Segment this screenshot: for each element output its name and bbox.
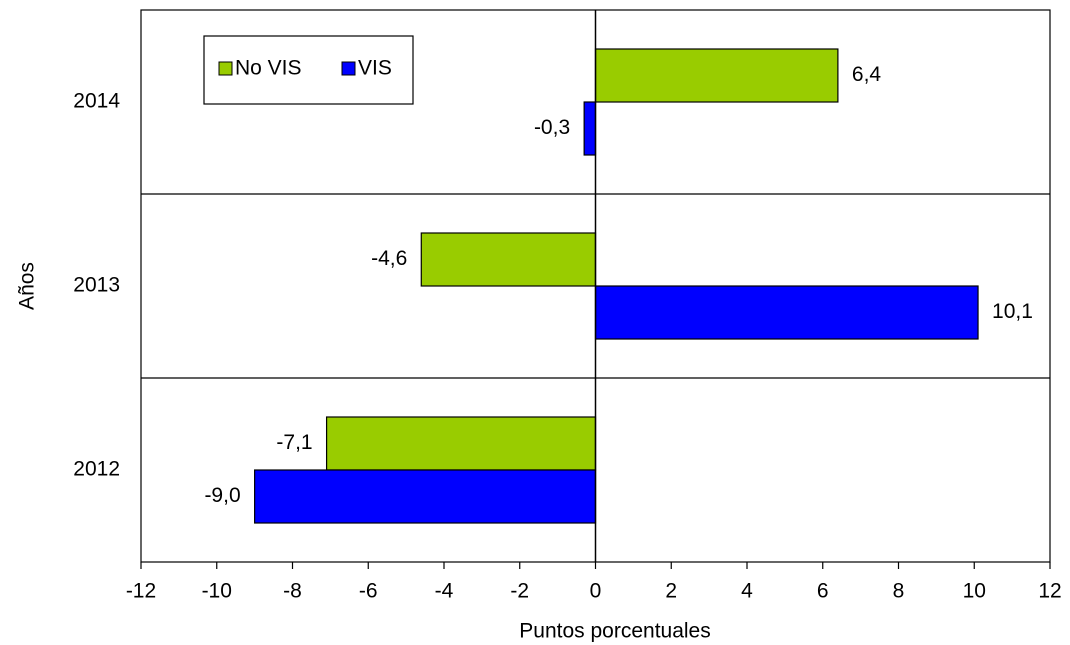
y-tick-label: 2013 xyxy=(73,274,120,297)
bar xyxy=(325,416,597,471)
x-tick-label: 8 xyxy=(893,580,905,603)
x-tick-label: -8 xyxy=(283,580,302,603)
x-tick-label: 4 xyxy=(741,580,753,603)
y-tick-label: 2012 xyxy=(73,458,120,481)
value-label: -7,1 xyxy=(276,431,312,454)
x-tick-label: -10 xyxy=(202,580,232,603)
x-tick-label: -6 xyxy=(359,580,378,603)
x-axis-title: Puntos porcentuales xyxy=(519,620,710,643)
x-tick-label: -2 xyxy=(510,580,529,603)
legend-label: No VIS xyxy=(235,57,302,80)
x-tick-label: 6 xyxy=(817,580,829,603)
legend-swatch xyxy=(218,61,233,76)
x-tick-label: 12 xyxy=(1038,580,1061,603)
value-label: -0,3 xyxy=(534,116,570,139)
bar xyxy=(583,101,597,156)
x-tick-label: 0 xyxy=(590,580,602,603)
y-axis-title: Años xyxy=(16,262,39,310)
value-label: -4,6 xyxy=(371,247,407,270)
legend-swatch xyxy=(341,61,356,76)
x-tick-label: -12 xyxy=(126,580,156,603)
x-tick-label: 10 xyxy=(963,580,986,603)
value-label: 6,4 xyxy=(852,63,882,86)
bar xyxy=(594,285,979,340)
value-label: 10,1 xyxy=(992,300,1033,323)
legend-label: VIS xyxy=(358,57,392,80)
bar xyxy=(254,469,597,524)
x-tick-label: 2 xyxy=(665,580,677,603)
legend-box xyxy=(203,35,414,105)
bar xyxy=(420,232,597,287)
x-tick-label: -4 xyxy=(435,580,454,603)
bar xyxy=(594,48,839,103)
y-tick-label: 2014 xyxy=(73,90,120,113)
value-label: -9,0 xyxy=(204,484,240,507)
